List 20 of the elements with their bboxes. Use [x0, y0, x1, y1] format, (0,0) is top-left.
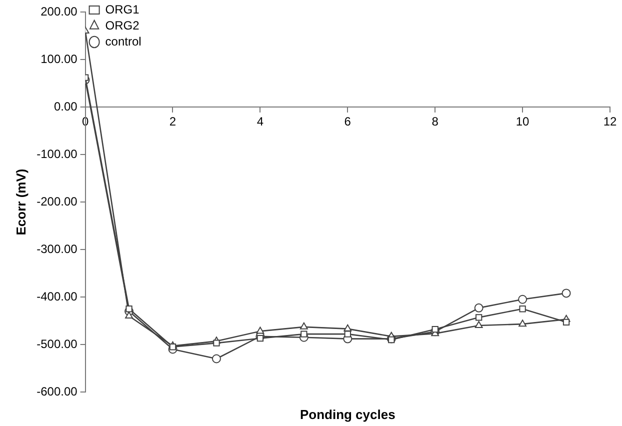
y-tick-label: -500.00 [36, 336, 78, 351]
x-tick-label: 8 [432, 114, 439, 129]
legend-label: ORG1 [105, 2, 140, 16]
x-tick-label: 6 [344, 114, 352, 129]
y-tick-label: -300.00 [36, 242, 78, 256]
y-tick-label: -400.00 [36, 289, 78, 304]
x-tick-label: 2 [169, 114, 176, 129]
x-tick-label: 4 [256, 114, 264, 129]
y-tick-label: 100.00 [40, 52, 78, 66]
y-axis-title: Ecorr (mV) [13, 168, 28, 236]
x-axis-title: Ponding cycles [300, 407, 396, 422]
legend-label: ORG2 [105, 18, 140, 32]
y-tick-label: -600.00 [36, 384, 78, 398]
x-tick-label: 12 [603, 114, 617, 129]
legend-label: control [105, 34, 142, 48]
y-tick-label: -100.00 [36, 146, 78, 161]
y-tick-label: 0.00 [54, 99, 78, 114]
x-tick-label: 10 [516, 114, 530, 129]
y-tick-label: 200.00 [40, 4, 78, 18]
y-tick-label: -200.00 [36, 194, 78, 208]
